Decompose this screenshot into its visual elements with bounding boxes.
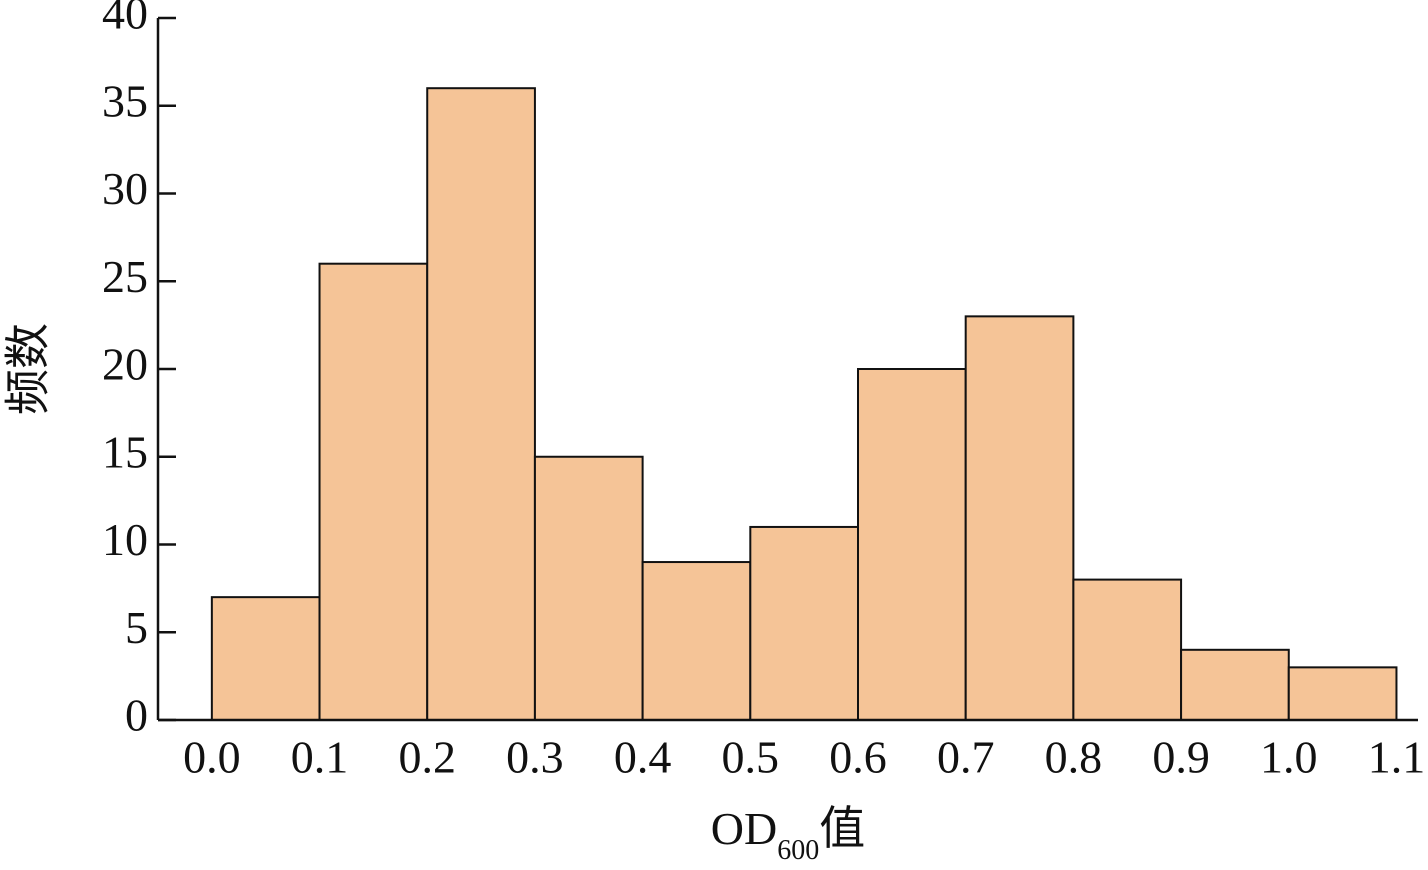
y-tick-label: 0 <box>125 690 148 741</box>
y-tick-label: 5 <box>125 602 148 653</box>
x-axis-label: OD600值 <box>711 803 865 867</box>
x-tick-label: 0.7 <box>937 732 995 783</box>
y-tick-label: 40 <box>102 0 148 39</box>
bar <box>1287 666 1398 721</box>
bar <box>533 455 644 721</box>
y-tick-label: 15 <box>102 426 148 477</box>
x-tick-label: 0.5 <box>722 732 780 783</box>
x-tick-label: 0.6 <box>829 732 887 783</box>
bar <box>857 368 967 721</box>
x-tick-label: 0.1 <box>291 732 349 783</box>
x-tick-label: 0.2 <box>398 732 456 783</box>
y-tick-label: 25 <box>102 251 148 302</box>
bar <box>641 561 752 721</box>
y-axis-label: 频数 <box>3 323 54 415</box>
bar <box>964 315 1075 721</box>
x-label-main: OD <box>711 803 777 854</box>
bar <box>426 87 536 721</box>
y-tick-label: 35 <box>102 75 148 126</box>
y-tick-label: 20 <box>102 339 148 390</box>
x-tick-label: 0.0 <box>183 732 241 783</box>
x-tick-label: 0.9 <box>1152 732 1210 783</box>
x-tick-label: 1.1 <box>1368 732 1426 783</box>
x-tick-label: 0.3 <box>506 732 564 783</box>
bar <box>1072 578 1183 721</box>
x-tick-label: 1.0 <box>1260 732 1318 783</box>
y-tick-label: 30 <box>102 163 148 214</box>
bar <box>1180 648 1290 721</box>
bar <box>318 262 429 721</box>
y-tick-label: 10 <box>102 514 148 565</box>
bar <box>210 596 321 722</box>
x-tick-label: 0.4 <box>614 732 672 783</box>
x-label-subscript: 600 <box>777 835 819 866</box>
bar <box>749 525 859 722</box>
x-label-suffix: 值 <box>819 803 865 854</box>
x-tick-label: 0.8 <box>1045 732 1103 783</box>
